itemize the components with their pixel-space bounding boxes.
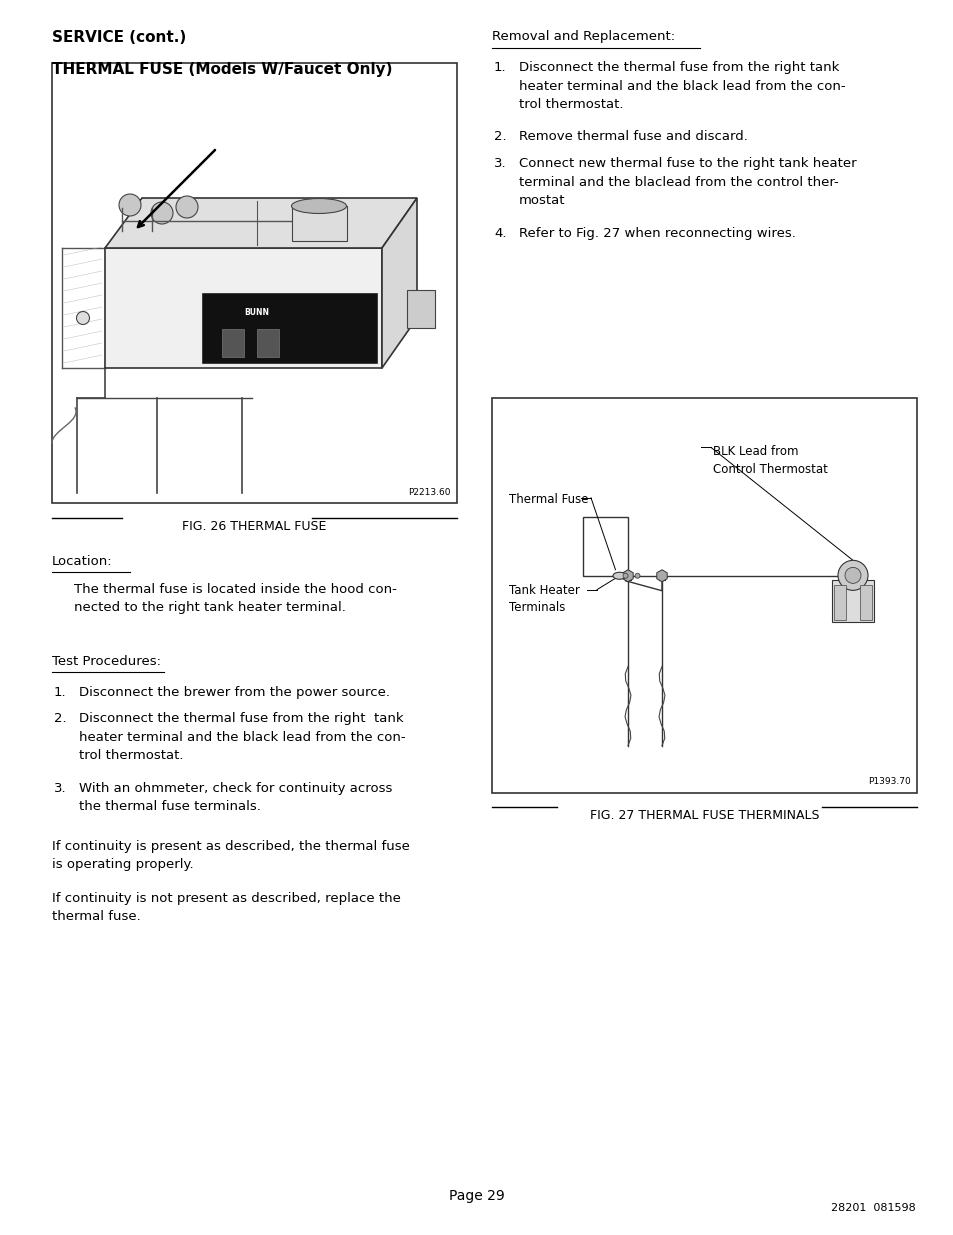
Text: Removal and Replacement:: Removal and Replacement: — [492, 30, 675, 43]
Polygon shape — [202, 293, 376, 363]
Text: If continuity is present as described, the thermal fuse
is operating properly.: If continuity is present as described, t… — [52, 840, 410, 872]
Text: Refer to Fig. 27 when reconnecting wires.: Refer to Fig. 27 when reconnecting wires… — [518, 226, 795, 240]
Bar — [222, 329, 244, 357]
Text: 1.: 1. — [494, 61, 506, 74]
Text: 1.: 1. — [54, 685, 67, 699]
Text: Page 29: Page 29 — [449, 1189, 504, 1203]
Text: FIG. 27 THERMAL FUSE THERMINALS: FIG. 27 THERMAL FUSE THERMINALS — [589, 809, 819, 823]
Text: Test Procedures:: Test Procedures: — [52, 655, 161, 668]
Text: With an ohmmeter, check for continuity across
the thermal fuse terminals.: With an ohmmeter, check for continuity a… — [79, 782, 392, 814]
Text: The thermal fuse is located inside the hood con-
nected to the right tank heater: The thermal fuse is located inside the h… — [74, 583, 396, 615]
Polygon shape — [381, 198, 416, 368]
Bar — [833, 585, 845, 620]
Text: 4.: 4. — [494, 226, 506, 240]
Circle shape — [76, 311, 90, 325]
Text: THERMAL FUSE (Models W/Faucet Only): THERMAL FUSE (Models W/Faucet Only) — [52, 62, 392, 77]
Circle shape — [175, 196, 198, 219]
Text: If continuity is not present as described, replace the
thermal fuse.: If continuity is not present as describe… — [52, 892, 400, 924]
Bar — [859, 585, 871, 620]
Text: 2.: 2. — [494, 131, 506, 143]
Text: SERVICE (cont.): SERVICE (cont.) — [52, 30, 186, 44]
Circle shape — [844, 567, 861, 583]
Text: P1393.70: P1393.70 — [867, 777, 910, 785]
Polygon shape — [105, 198, 416, 248]
Bar — [52, 63, 456, 503]
Text: Connect new thermal fuse to the right tank heater
terminal and the blaclead from: Connect new thermal fuse to the right ta… — [518, 157, 856, 207]
Text: 3.: 3. — [54, 782, 67, 795]
Text: 2.: 2. — [54, 713, 67, 725]
Text: FIG. 26 THERMAL FUSE: FIG. 26 THERMAL FUSE — [182, 520, 326, 534]
Bar — [292, 206, 347, 241]
Text: Thermal Fuse: Thermal Fuse — [509, 493, 588, 506]
Circle shape — [119, 194, 141, 216]
Text: P2213.60: P2213.60 — [408, 488, 451, 496]
Text: Disconnect the brewer from the power source.: Disconnect the brewer from the power sou… — [79, 685, 390, 699]
Ellipse shape — [613, 572, 625, 579]
Ellipse shape — [292, 199, 346, 214]
Polygon shape — [105, 248, 381, 368]
Text: BLK Lead from
Control Thermostat: BLK Lead from Control Thermostat — [712, 446, 827, 475]
Circle shape — [151, 203, 172, 224]
Bar — [492, 398, 916, 793]
Bar — [831, 580, 873, 622]
Text: Disconnect the thermal fuse from the right  tank
heater terminal and the black l: Disconnect the thermal fuse from the rig… — [79, 713, 405, 762]
Circle shape — [635, 573, 639, 578]
Circle shape — [622, 573, 627, 578]
Text: Remove thermal fuse and discard.: Remove thermal fuse and discard. — [518, 131, 747, 143]
Text: BUNN: BUNN — [244, 309, 269, 317]
Bar — [256, 329, 278, 357]
Text: 3.: 3. — [494, 157, 506, 170]
Circle shape — [837, 561, 867, 590]
Text: Tank Heater
Terminals: Tank Heater Terminals — [509, 584, 579, 614]
Bar — [407, 290, 435, 329]
Text: Disconnect the thermal fuse from the right tank
heater terminal and the black le: Disconnect the thermal fuse from the rig… — [518, 61, 844, 111]
Text: Location:: Location: — [52, 555, 112, 568]
Text: 28201  081598: 28201 081598 — [830, 1203, 915, 1213]
